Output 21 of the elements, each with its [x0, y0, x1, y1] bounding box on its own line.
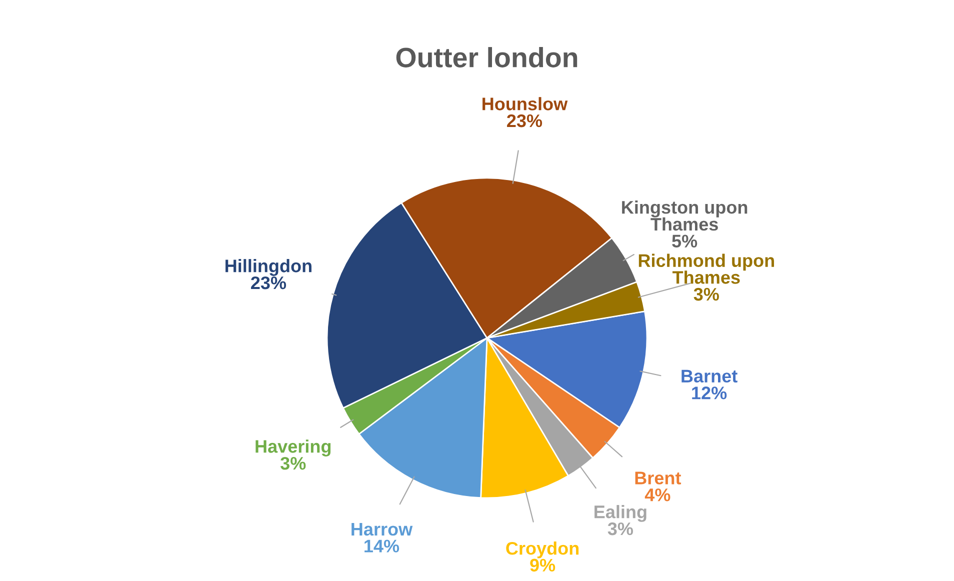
slice-label: Kingston upon Thames — [622, 200, 748, 231]
data-label: 3% — [608, 522, 633, 536]
slice-label: Brent — [635, 472, 682, 484]
data-label: 3% — [694, 288, 719, 301]
chart-title: Outter london — [396, 47, 578, 68]
slice-label: Croydon — [506, 541, 579, 558]
data-label: 23% — [251, 276, 286, 290]
slice-label: Hillingdon — [226, 259, 312, 276]
data-label: 5% — [672, 234, 698, 248]
data-label: 9% — [530, 558, 556, 572]
data-label: 3% — [280, 456, 306, 470]
data-label: 23% — [507, 114, 542, 128]
slice-label: Havering — [256, 440, 331, 456]
slice-label: Harrow — [352, 523, 413, 536]
slice-label: Hounslow — [482, 97, 568, 110]
data-label: 14% — [364, 540, 400, 552]
data-label: 12% — [692, 386, 727, 400]
slice-label: Richmond upon Thames — [638, 254, 774, 284]
slice-label: Barnet — [682, 370, 738, 383]
data-label: 4% — [644, 488, 670, 502]
slice-label: Ealing — [594, 505, 646, 522]
